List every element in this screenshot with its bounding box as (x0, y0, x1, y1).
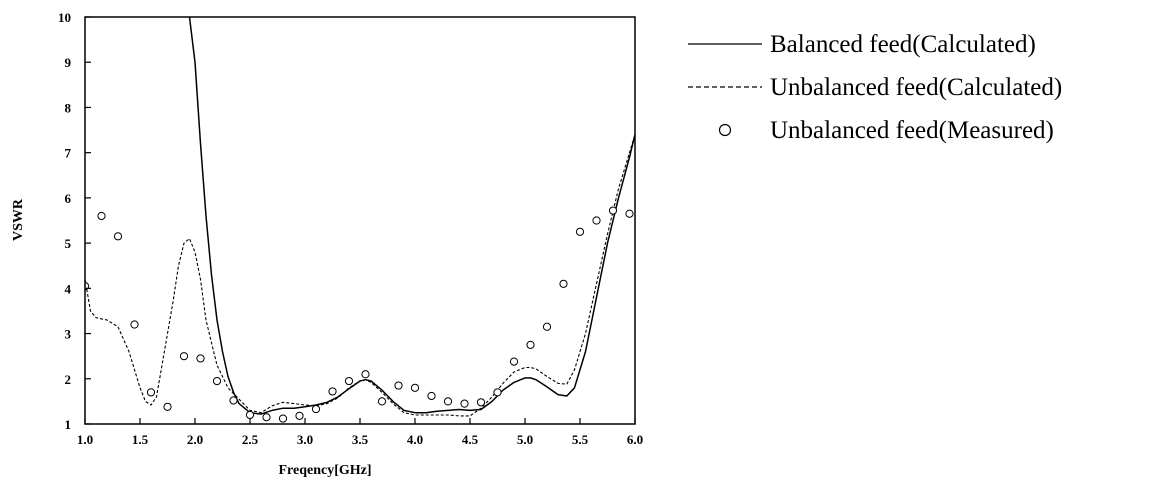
unbalanced-feed-measured-point (146, 388, 156, 397)
y-tick-label: 2 (65, 372, 72, 387)
legend-marker-unbalanced-feed-measured (718, 123, 732, 137)
x-tick-label: 4.5 (462, 432, 479, 447)
plot-frame (84, 16, 636, 425)
unbalanced-feed-measured-point (130, 320, 139, 329)
unbalanced-feed-measured-point (410, 383, 420, 392)
unbalanced-feed-measured-point (394, 381, 403, 390)
unbalanced-feed-measured-point (295, 411, 304, 420)
y-tick-label: 9 (65, 55, 72, 70)
unbalanced-feed-measured-point (377, 397, 387, 406)
unbalanced-feed-measured-point (113, 232, 123, 241)
legend-label-balanced-feed-calculated: Balanced feed(Calculated) (770, 31, 1036, 58)
unbalanced-feed-measured-point (608, 206, 618, 215)
y-tick-label: 4 (65, 281, 72, 296)
x-tick-label: 5.0 (517, 432, 533, 447)
x-tick-label: 1.5 (132, 432, 149, 447)
y-tick-label: 3 (65, 327, 72, 342)
unbalanced-feed-measured-point (361, 370, 370, 379)
unbalanced-feed-measured-point (179, 352, 189, 361)
x-tick-label: 2.0 (187, 432, 203, 447)
y-tick-label: 7 (65, 146, 72, 161)
x-tick-label: 2.5 (242, 432, 259, 447)
unbalanced-feed-measured-point (592, 216, 601, 225)
x-tick-label: 1.0 (77, 432, 93, 447)
y-tick-label: 10 (58, 10, 71, 25)
y-axis-title: VSWR (11, 198, 26, 241)
unbalanced-feed-measured-point (328, 387, 337, 396)
unbalanced-feed-calculated-line (85, 134, 635, 417)
unbalanced-feed-measured-point (212, 376, 222, 386)
unbalanced-feed-measured-point (196, 354, 205, 363)
tick-labels-layer: 1.0 1.5 2.0 2.5 3.0 3.5 4.0 4.5 5.0 5.5 6.0 1 2 3 4 5 6 7… (58, 10, 643, 447)
x-tick-label: 5.5 (572, 432, 589, 447)
unbalanced-feed-measured-point (278, 414, 288, 423)
x-tick-label: 4.0 (407, 432, 423, 447)
ticks-layer (84, 16, 636, 425)
x-axis-title: Freqency[GHz] (278, 463, 371, 478)
y-tick-label: 8 (65, 100, 72, 115)
unbalanced-feed-measured-point (163, 402, 172, 411)
legend-label-unbalanced-feed-measured: Unbalanced feed(Measured) (770, 117, 1054, 144)
series-layer (85, 17, 635, 423)
y-tick-label: 5 (65, 236, 72, 251)
unbalanced-feed-measured-point (344, 376, 354, 386)
unbalanced-feed-measured-point (542, 322, 552, 331)
x-tick-label: 3.0 (297, 432, 313, 447)
unbalanced-feed-measured-point (509, 357, 519, 366)
unbalanced-feed-measured-point (625, 209, 634, 218)
x-tick-label: 3.5 (352, 432, 369, 447)
legend-label-unbalanced-feed-calculated: Unbalanced feed(Calculated) (770, 74, 1062, 101)
x-tick-label: 6.0 (627, 432, 643, 447)
y-tick-label: 6 (65, 191, 72, 206)
unbalanced-feed-measured-point (559, 279, 568, 288)
unbalanced-feed-measured-point (97, 211, 106, 221)
unbalanced-feed-measured-point (575, 227, 585, 236)
unbalanced-feed-measured-point (443, 397, 453, 406)
unbalanced-feed-measured-point (427, 391, 436, 401)
unbalanced-feed-measured-point (493, 388, 502, 397)
unbalanced-feed-measured-point (476, 398, 486, 407)
unbalanced-feed-measured-point (229, 396, 238, 405)
balanced-feed-calculated-line (188, 17, 635, 415)
unbalanced-feed-measured-point (526, 340, 535, 349)
y-tick-label: 1 (65, 417, 72, 432)
unbalanced-feed-measured-point (262, 413, 271, 422)
legend: Balanced feed(Calculated) Unbalanced feed… (688, 31, 1062, 144)
unbalanced-feed-measured-point (245, 410, 255, 420)
unbalanced-feed-measured-point (311, 404, 321, 414)
unbalanced-feed-measured-point (460, 399, 469, 408)
